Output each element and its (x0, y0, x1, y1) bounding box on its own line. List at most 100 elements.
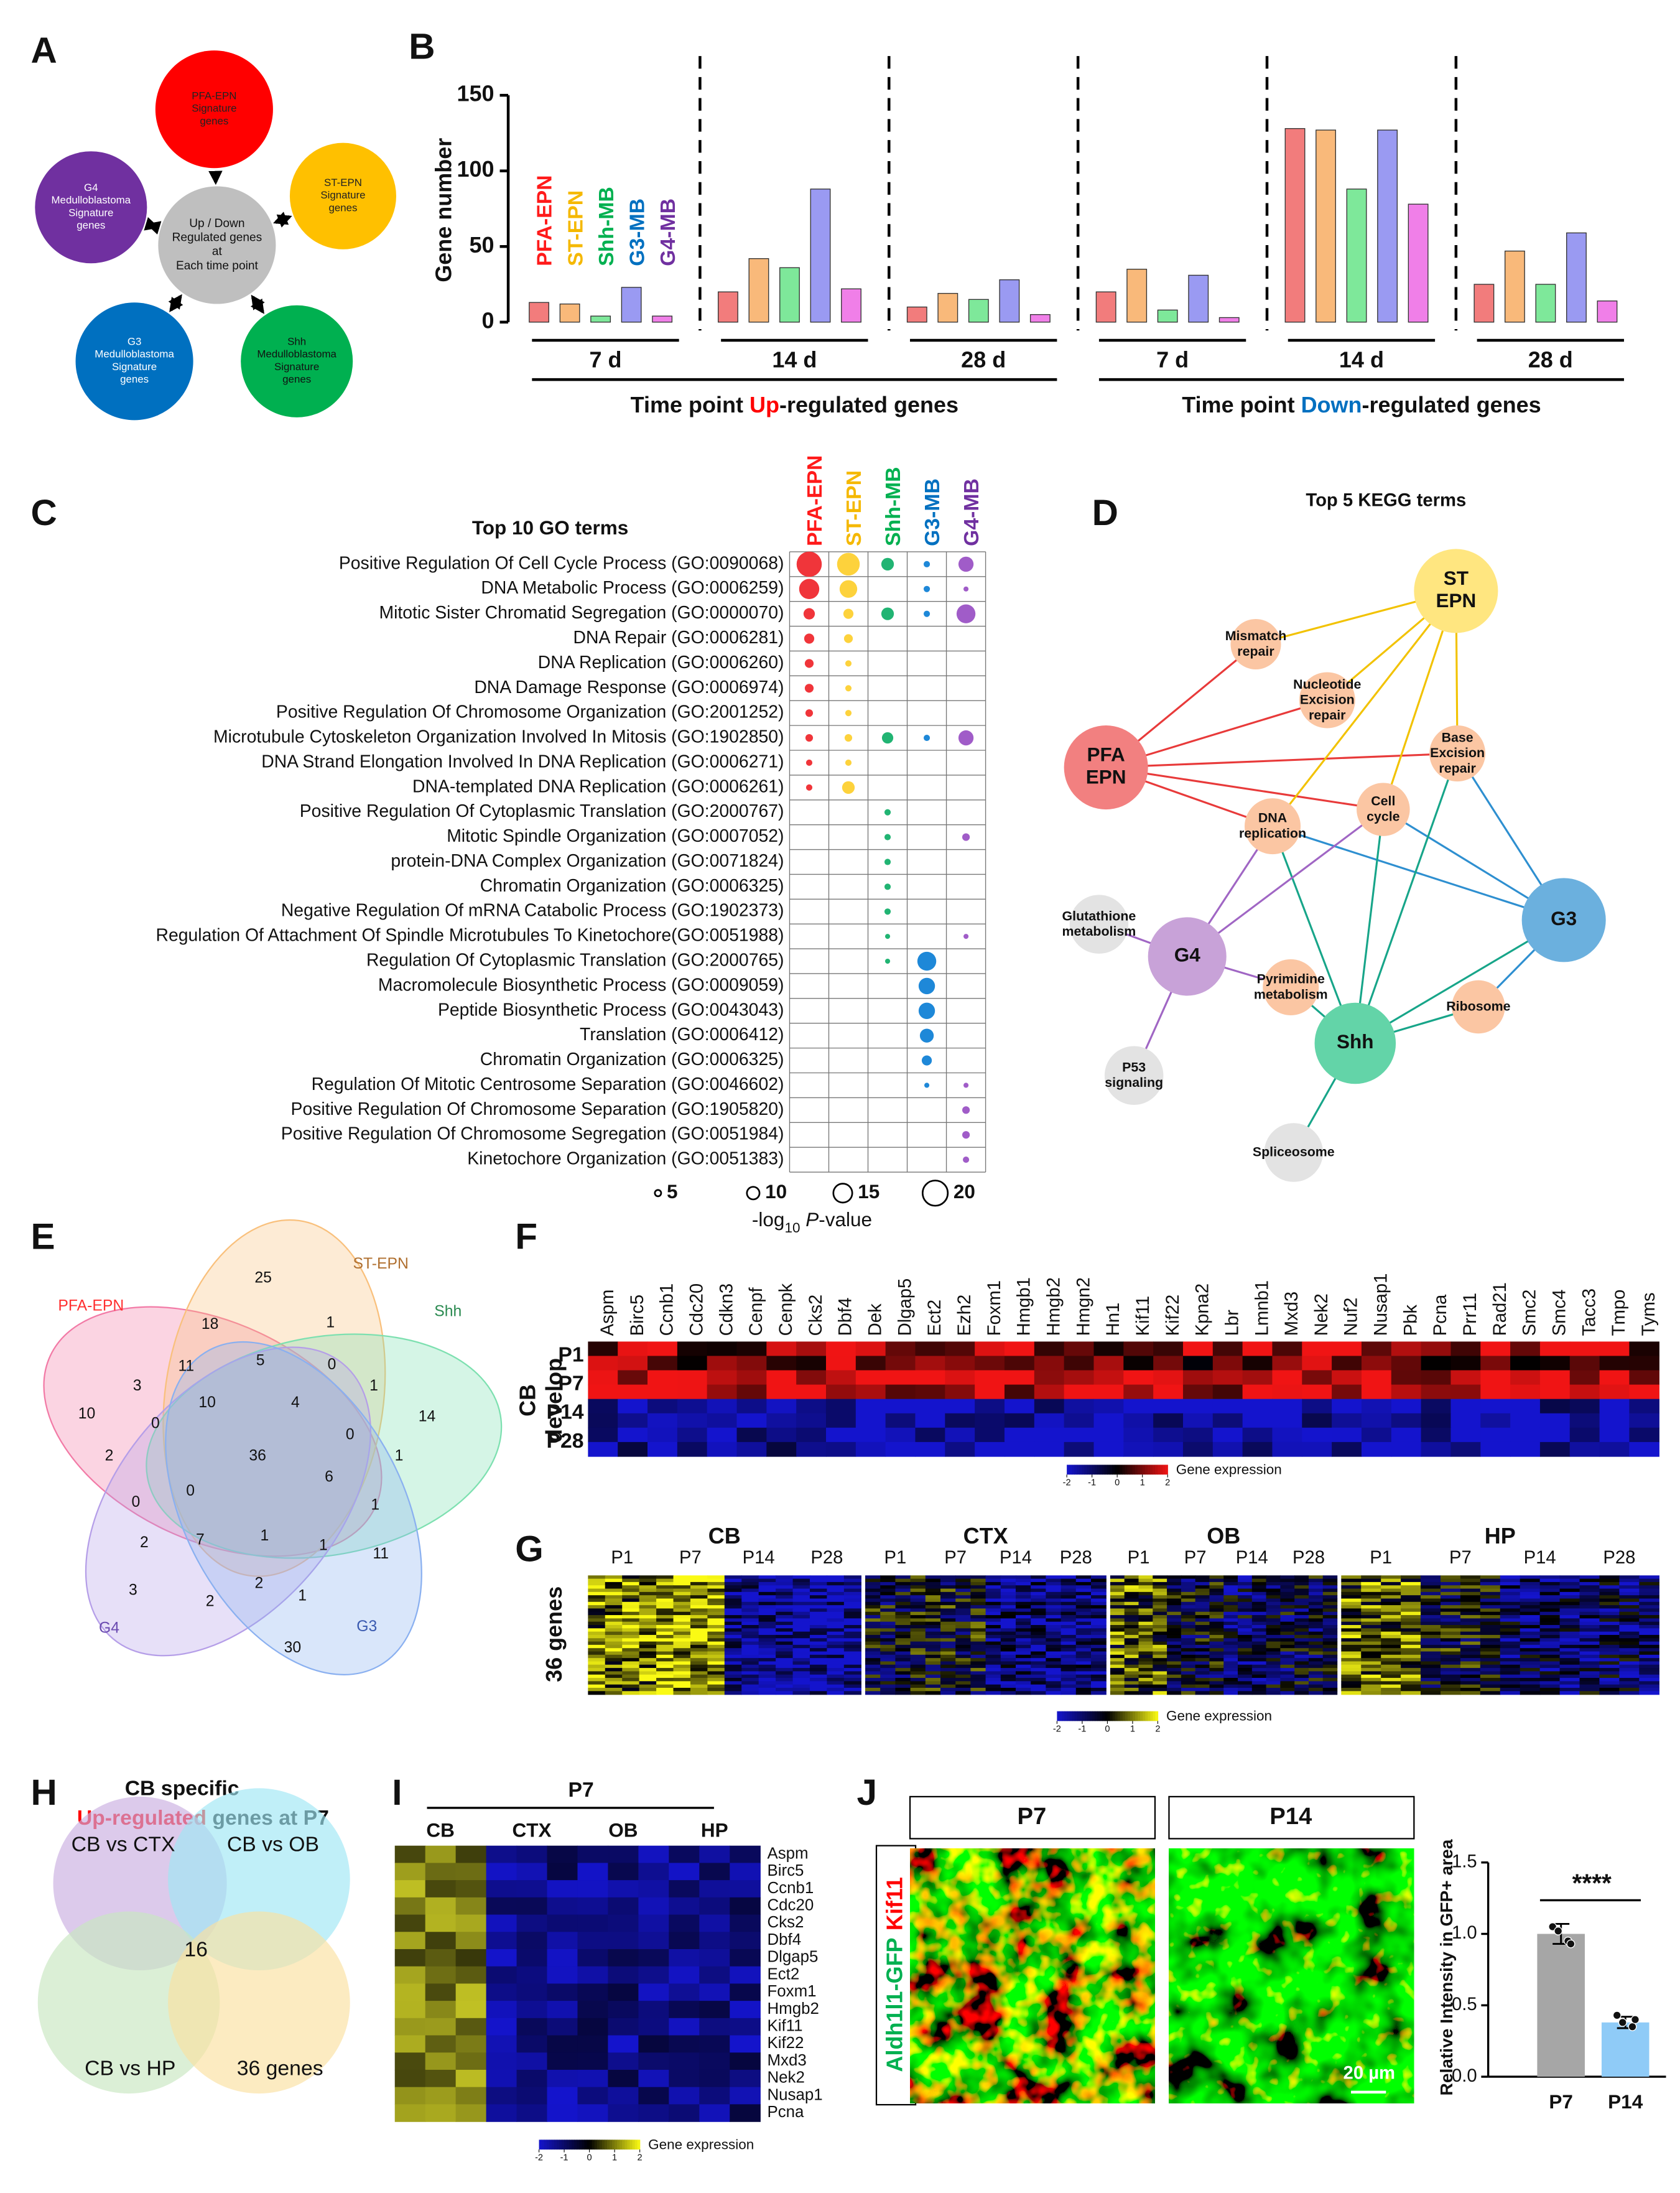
gene-label: Cenpk (776, 1283, 796, 1336)
gene-label: Hmgn2 (1074, 1277, 1093, 1336)
gene-label: Tyms (1639, 1293, 1659, 1336)
heatmap-cell (940, 1684, 956, 1688)
heatmap-cell (1539, 1631, 1561, 1636)
colorbar-label: Gene expression (1176, 1461, 1282, 1477)
heatmap-cell (1251, 1671, 1267, 1675)
heatmap-cell (1212, 1370, 1243, 1385)
heatmap-cell (1195, 1671, 1210, 1675)
bar (1284, 128, 1306, 323)
heatmap-cell (885, 1413, 916, 1428)
heatmap-cell (985, 1661, 1001, 1665)
heatmap-cell (1181, 1611, 1196, 1616)
heatmap-cell (1500, 1595, 1521, 1599)
node-label-line: Excision (1430, 745, 1485, 760)
heatmap-cell (1361, 1661, 1381, 1665)
heatmap-cell (455, 1914, 487, 1932)
heatmap-cell (843, 1661, 861, 1665)
heatmap-cell (1460, 1578, 1481, 1583)
heatmap-cell (486, 2087, 517, 2105)
heatmap-cell (1421, 1691, 1441, 1695)
heatmap-cell (865, 1648, 881, 1652)
heatmap-cell (1308, 1658, 1324, 1662)
bar (937, 292, 958, 323)
heatmap-cell (1308, 1608, 1324, 1613)
heatmap-cell (639, 1628, 657, 1632)
heatmap-cell (1015, 1648, 1031, 1652)
heatmap-cell (843, 1687, 861, 1692)
heatmap-cell (1322, 1641, 1338, 1646)
gene-label: Pcna (1431, 1294, 1450, 1336)
heatmap-cell (1539, 1648, 1561, 1652)
heatmap-cell (588, 1591, 606, 1596)
node-label-line: G3 (1551, 907, 1577, 929)
heatmap-cell (1599, 1621, 1620, 1626)
heatmap-cell (1480, 1691, 1501, 1695)
bar (810, 189, 831, 323)
heatmap-cell (622, 1687, 640, 1692)
bar (999, 279, 1020, 323)
heatmap-cell (1520, 1658, 1541, 1662)
heatmap-cell (1280, 1644, 1295, 1649)
colorbar-cell (627, 2139, 631, 2150)
heatmap-cell (1093, 1427, 1124, 1443)
heatmap-cell (707, 1581, 725, 1586)
heatmap-cell (1266, 1575, 1281, 1580)
heatmap-cell (1559, 1618, 1580, 1623)
heatmap-cell (1302, 1399, 1332, 1414)
colorbar-cell (1097, 1711, 1100, 1721)
heatmap-cell (647, 1384, 678, 1400)
heatmap-cell (970, 1625, 986, 1629)
heatmap-cell (1520, 1631, 1541, 1636)
node-label-line: DNA (1258, 810, 1287, 825)
heatmap-cell (673, 1581, 691, 1586)
heatmap-cell (1195, 1585, 1210, 1590)
heatmap-cell (690, 1651, 708, 1655)
heatmap-cell (656, 1578, 674, 1583)
panel-letter: I (392, 1772, 402, 1813)
heatmap-cell (1579, 1661, 1600, 1665)
heatmap-cell (622, 1598, 640, 1603)
heatmap-cell (1153, 1413, 1184, 1428)
heatmap-cell (1322, 1618, 1338, 1623)
heatmap-cell (1599, 1399, 1630, 1414)
heatmap-cell (758, 1658, 776, 1662)
heatmap-cell (925, 1651, 941, 1655)
heatmap-cell (776, 1654, 794, 1659)
heatmap-cell (1639, 1631, 1659, 1636)
heatmap-cell (1401, 1671, 1421, 1675)
heatmap-cell (758, 1628, 776, 1632)
image-header: P7 (1017, 1803, 1046, 1830)
heatmap-cell (925, 1605, 941, 1609)
heatmap-cell (1000, 1598, 1016, 1603)
heatmap-cell (1639, 1651, 1659, 1655)
heatmap-cell (1579, 1638, 1600, 1642)
heatmap-cell (776, 1601, 794, 1606)
heatmap-cell (425, 2069, 457, 2088)
heatmap-cell (1460, 1625, 1481, 1629)
heatmap-cell (1000, 1687, 1016, 1692)
heatmap-cell (1090, 1668, 1107, 1672)
heatmap-cell (1167, 1691, 1182, 1695)
heatmap-cell (690, 1687, 708, 1692)
heatmap-cell (1046, 1581, 1062, 1586)
heatmap-cell (970, 1651, 986, 1655)
heatmap-cell (588, 1621, 606, 1626)
heatmap-cell (1579, 1651, 1600, 1655)
heatmap-cell (1251, 1668, 1267, 1672)
heatmap-cell (1181, 1664, 1196, 1669)
heatmap-cell (622, 1684, 640, 1688)
dot (921, 1055, 932, 1066)
heatmap-cell (985, 1628, 1001, 1632)
heatmap-cell (1046, 1578, 1062, 1583)
heatmap-cell (669, 2018, 700, 2036)
y-tick-label: 50 (469, 232, 494, 258)
heatmap-cell (1138, 1687, 1153, 1692)
heatmap-cell (865, 1578, 881, 1583)
row-label: Positive Regulation Of Chromosome Separa… (291, 1099, 784, 1119)
heatmap-cell (1639, 1638, 1659, 1642)
column-label: Shh-MB (881, 467, 905, 546)
heatmap-cell (1619, 1634, 1640, 1639)
heatmap-cell (1500, 1681, 1521, 1685)
heatmap-cell (1500, 1588, 1521, 1593)
heatmap-cell (1341, 1681, 1362, 1685)
